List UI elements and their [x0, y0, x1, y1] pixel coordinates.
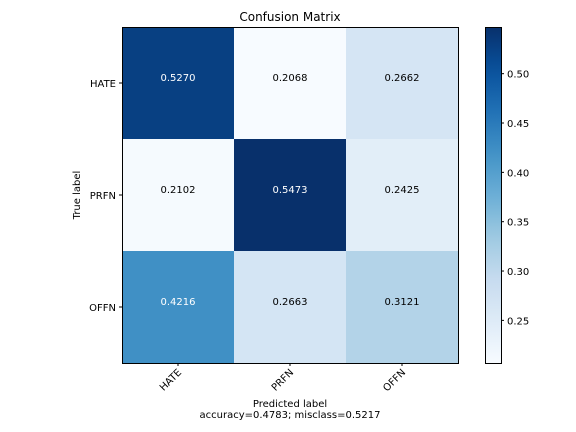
colorbar: 0.25 0.30 0.35 0.40 0.45 0.50 [485, 27, 529, 364]
cell-value-label: 0.4216 [161, 297, 196, 308]
heatmap-cell [234, 27, 346, 139]
x-tick-label: PRFN [270, 367, 296, 393]
colorbar-ticks: 0.25 0.30 0.35 0.40 0.45 0.50 [501, 70, 529, 327]
y-tick-label: PRFN [90, 191, 116, 202]
x-tick-label: HATE [158, 367, 184, 393]
y-tick-label: OFFN [89, 303, 116, 314]
colorbar-frame [485, 27, 502, 364]
heatmap-cell [346, 139, 458, 251]
cell-value-label: 0.5473 [273, 185, 308, 196]
heatmap-cell [122, 251, 234, 363]
colorbar-tick-label: 0.35 [507, 218, 529, 229]
heatmap-cell [346, 251, 458, 363]
heatmap-cells: 0.5270 0.2068 0.2662 0.2102 0.5473 0.2425 0.42… [122, 27, 458, 363]
cell-value-label: 0.2663 [273, 297, 308, 308]
colorbar-tick-label: 0.50 [507, 70, 529, 81]
y-tick-label: HATE [90, 79, 116, 90]
cell-value-label: 0.5270 [161, 73, 196, 84]
heatmap-cell [234, 251, 346, 363]
y-axis-ticks: HATE PRFN OFFN [89, 79, 122, 314]
heatmap-cell [234, 139, 346, 251]
colorbar-tick-label: 0.30 [507, 267, 529, 278]
cell-value-label: 0.2068 [273, 73, 308, 84]
heatmap-cell [122, 27, 234, 139]
x-axis-label: Predicted label [253, 399, 327, 410]
colorbar-tick-label: 0.40 [507, 168, 529, 179]
x-axis-ticks: HATE PRFN OFFN [158, 363, 408, 394]
colorbar-tick-label: 0.45 [507, 119, 529, 130]
colorbar-tick-label: 0.25 [507, 316, 529, 327]
cell-value-label: 0.3121 [385, 297, 420, 308]
cell-value-label: 0.2425 [385, 185, 420, 196]
y-axis-label: True label [72, 171, 83, 221]
cell-value-label: 0.2662 [385, 73, 420, 84]
colorbar-gradient [485, 27, 501, 363]
chart-title: Confusion Matrix [239, 10, 340, 24]
x-tick-label: OFFN [381, 367, 408, 394]
heatmap-cell [122, 139, 234, 251]
cell-value-label: 0.2102 [161, 185, 196, 196]
accuracy-subtitle: accuracy=0.4783; misclass=0.5217 [200, 410, 381, 421]
heatmap-cell [346, 27, 458, 139]
